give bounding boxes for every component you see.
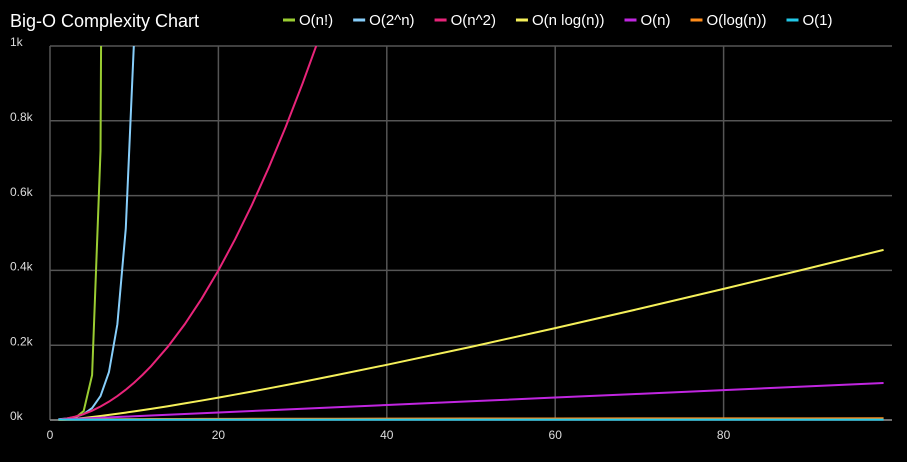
- legend-label: O(n): [640, 12, 670, 29]
- series-line: [58, 381, 884, 421]
- y-tick-label: 0.6k: [10, 185, 34, 199]
- series-line: [58, 248, 884, 421]
- x-tick-label: 40: [380, 428, 394, 442]
- legend-label: O(2^n): [369, 12, 414, 29]
- y-tick-label: 1k: [10, 35, 24, 49]
- legend-label: O(n log(n)): [532, 12, 605, 29]
- y-tick-label: 0k: [10, 409, 24, 423]
- y-tick-label: 0.4k: [10, 260, 34, 274]
- legend-label: O(n^2): [451, 12, 496, 29]
- y-tick-label: 0.2k: [10, 334, 34, 348]
- x-tick-label: 20: [212, 428, 226, 442]
- legend-label: O(1): [803, 12, 833, 29]
- x-tick-label: 0: [47, 428, 54, 442]
- chart-title: Big-O Complexity Chart: [10, 11, 199, 31]
- legend-label: O(n!): [299, 12, 333, 29]
- x-tick-label: 60: [549, 428, 563, 442]
- series-line: [58, 46, 103, 421]
- y-tick-label: 0.8k: [10, 110, 34, 124]
- legend-label: O(log(n)): [706, 12, 766, 29]
- x-tick-label: 80: [717, 428, 731, 442]
- plot-area: [58, 46, 884, 421]
- series-line: [58, 46, 318, 421]
